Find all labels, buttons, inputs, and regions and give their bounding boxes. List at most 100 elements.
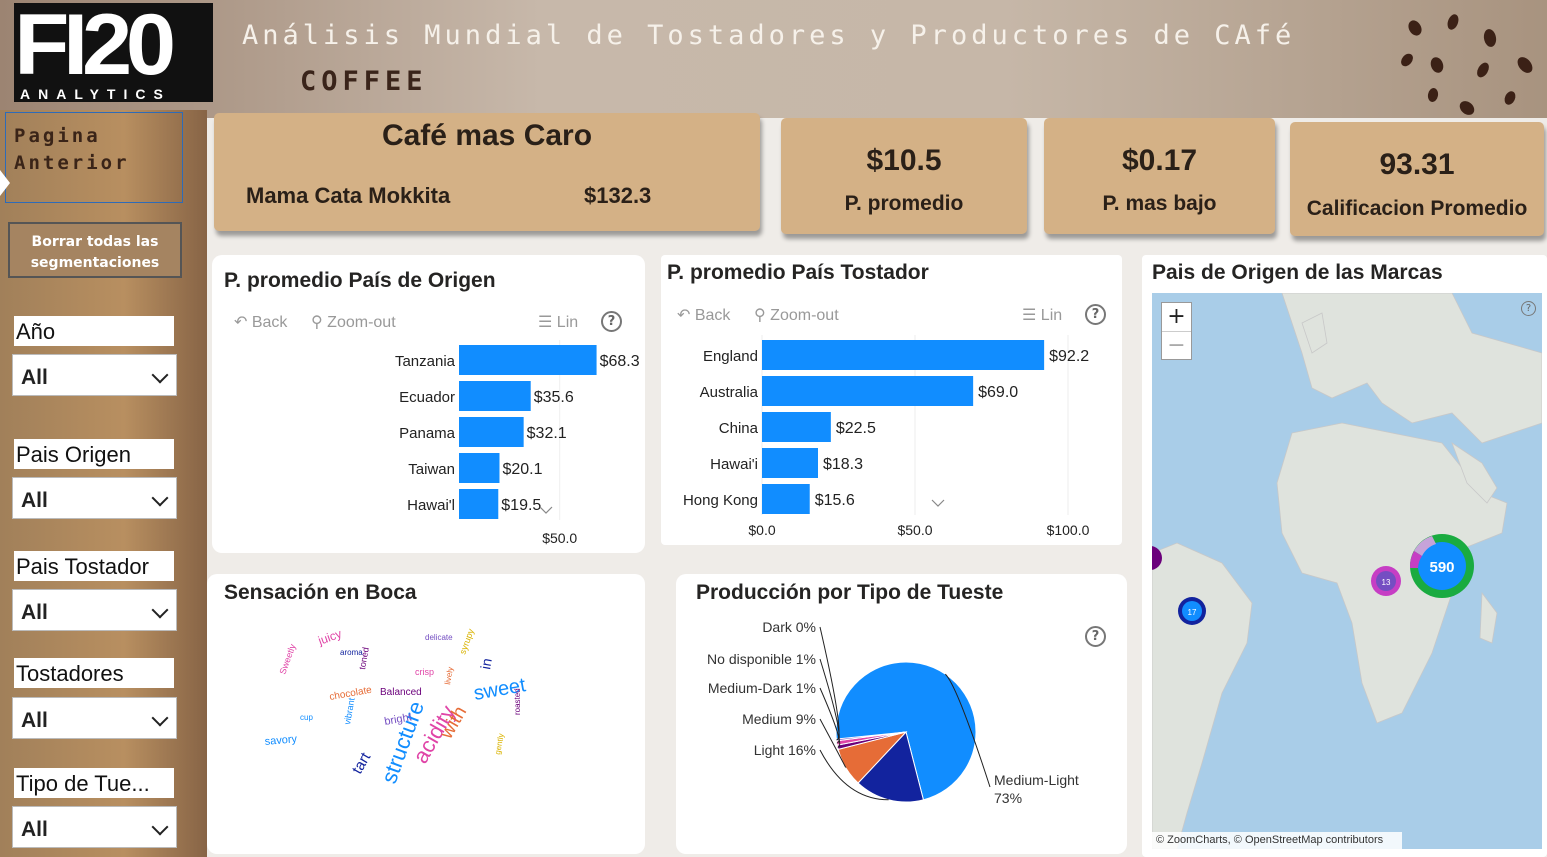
map-help-icon[interactable]: ? xyxy=(1521,301,1536,316)
pie-label: Medium 9% xyxy=(742,711,816,727)
bar[interactable] xyxy=(762,376,974,406)
bar[interactable] xyxy=(459,345,597,375)
slicer-roasters-value: All xyxy=(21,709,48,732)
leader-line xyxy=(819,718,847,769)
help-icon[interactable]: ? xyxy=(601,311,622,332)
zoom-in-button[interactable]: + xyxy=(1167,304,1186,329)
chart-roaster-scale-button[interactable]: ☰ Lin xyxy=(1022,307,1063,324)
word-cloud-word[interactable]: aroma xyxy=(340,648,363,657)
pie-label: No disponible 1% xyxy=(707,651,816,667)
x-tick-label: $0.0 xyxy=(748,522,775,538)
word-cloud-word[interactable]: lively xyxy=(443,666,455,685)
category-label: Panama xyxy=(399,425,456,442)
pie-slice[interactable] xyxy=(835,731,907,742)
chart-roaster-back-button[interactable]: ↶ Back xyxy=(677,307,731,324)
bar[interactable] xyxy=(459,381,531,411)
word-cloud-word[interactable]: syrupy xyxy=(457,627,476,656)
bar[interactable] xyxy=(459,489,499,519)
card-avg-rating: 93.31 Calificacion Promedio xyxy=(1290,122,1544,236)
card-most-expensive-value: $132.3 xyxy=(584,183,652,208)
slicer-roaster-country-label: Pais Tostador xyxy=(14,551,174,581)
map-bubble-label-590: 590 xyxy=(1429,559,1454,576)
chevron-down-icon xyxy=(151,601,169,619)
zoom-out-button[interactable]: − xyxy=(1162,331,1191,360)
company-logo: FI20 ANALYTICS xyxy=(14,0,213,102)
bar[interactable] xyxy=(762,448,818,478)
word-cloud-word[interactable]: Sweetly xyxy=(277,642,297,676)
category-label: Hong Kong xyxy=(683,492,758,509)
word-cloud-word[interactable]: gently xyxy=(493,733,506,756)
word-cloud-word[interactable]: in xyxy=(477,657,495,671)
leader-line xyxy=(819,658,840,744)
slicer-year-label: Año xyxy=(14,316,174,346)
slicer-roast-type-label: Tipo de Tue... xyxy=(14,768,174,798)
card-min-price: $0.17 P. mas bajo xyxy=(1044,118,1275,234)
slicer-origin-value: All xyxy=(21,489,48,512)
pie-label: Light 16% xyxy=(754,742,816,758)
back-arrow-icon[interactable] xyxy=(0,170,10,196)
slicer-year-value: All xyxy=(21,366,48,389)
x-tick-label: $50.0 xyxy=(897,522,932,538)
pie-label-value: 73% xyxy=(994,790,1022,806)
card-most-expensive-name: Mama Cata Mokkita xyxy=(246,183,451,208)
value-label: $15.6 xyxy=(815,492,855,509)
slicer-roaster-country-value: All xyxy=(21,601,48,624)
lin-label: Lin xyxy=(1040,307,1063,324)
word-cloud-word[interactable]: cup xyxy=(300,713,313,722)
bar[interactable] xyxy=(762,484,810,514)
slicer-origin-dropdown[interactable]: All xyxy=(12,477,177,519)
word-cloud-word[interactable]: roasted xyxy=(513,688,522,715)
chart-roaster-title: P. promedio País Tostador xyxy=(667,261,929,284)
value-label: $18.3 xyxy=(823,456,863,473)
word-cloud-word[interactable]: crisp xyxy=(415,667,434,677)
help-icon[interactable]: ? xyxy=(1085,304,1106,325)
word-cloud-word[interactable]: savory xyxy=(264,733,298,748)
slicer-roaster-country-dropdown[interactable]: All xyxy=(12,589,177,631)
value-label: $35.6 xyxy=(534,389,574,406)
word-cloud-word[interactable]: Balanced xyxy=(380,687,422,698)
chevron-down-icon xyxy=(151,709,169,727)
bar[interactable] xyxy=(459,453,500,483)
word-cloud-word[interactable]: juicy xyxy=(315,626,343,648)
chart-origin-scale-button[interactable]: ☰ Lin xyxy=(538,314,579,331)
leader-line xyxy=(819,626,840,741)
pie-title: Producción por Tipo de Tueste xyxy=(696,581,1004,604)
chevron-down-icon[interactable] xyxy=(931,499,945,507)
pie-slice[interactable] xyxy=(857,730,925,803)
world-map[interactable]: 590 13 17 ? xyxy=(1152,293,1542,849)
category-label: China xyxy=(719,420,759,437)
map-zoom-control[interactable]: + − xyxy=(1161,302,1192,360)
slicer-origin-label: Pais Origen xyxy=(14,439,174,469)
pie-label: Medium-Dark 1% xyxy=(708,680,816,696)
x-tick-label: $100.0 xyxy=(1047,522,1090,538)
map-attribution: © ZoomCharts, © OpenStreetMap contributo… xyxy=(1152,832,1402,849)
previous-page-button[interactable]: Pagina Anterior xyxy=(5,112,183,203)
chart-roaster-zoomout-button[interactable]: ⚲ Zoom-out xyxy=(754,307,839,324)
card-most-expensive: Café mas Caro Mama Cata Mokkita $132.3 xyxy=(214,113,760,231)
category-label: Ecuador xyxy=(399,389,455,406)
chart-origin-back-button[interactable]: ↶ Back xyxy=(234,314,288,331)
word-cloud-word[interactable]: bright xyxy=(383,711,412,728)
bar[interactable] xyxy=(459,417,524,447)
card-min-price-value: $0.17 xyxy=(1121,144,1198,177)
chevron-down-icon[interactable] xyxy=(539,506,553,514)
word-cloud-word[interactable]: tart xyxy=(349,749,375,777)
zoomout-label: Zoom-out xyxy=(770,307,839,324)
bar[interactable] xyxy=(762,412,831,442)
chart-origin-zoomout-button[interactable]: ⚲ Zoom-out xyxy=(311,314,396,331)
header-banner xyxy=(0,0,1547,118)
slicer-roasters-dropdown[interactable]: All xyxy=(12,697,177,739)
help-icon[interactable]: ? xyxy=(1085,626,1106,647)
word-cloud-word[interactable]: vibrant xyxy=(342,697,357,726)
bar[interactable] xyxy=(762,340,1045,370)
slicer-roast-type-dropdown[interactable]: All xyxy=(12,806,177,848)
clear-slicers-button[interactable]: Borrar todas las segmentaciones xyxy=(8,222,182,278)
slicer-year-dropdown[interactable]: All xyxy=(12,354,177,396)
word-cloud-word[interactable]: toned xyxy=(357,646,371,670)
previous-page-label-2: Anterior xyxy=(14,152,130,174)
card-avg-price: $10.5 P. promedio xyxy=(781,118,1027,234)
slicer-roasters-label: Tostadores xyxy=(14,658,174,688)
card-avg-price-label: P. promedio xyxy=(844,192,964,215)
category-label: Hawai'l xyxy=(407,497,455,514)
word-cloud-word[interactable]: delicate xyxy=(425,633,453,642)
